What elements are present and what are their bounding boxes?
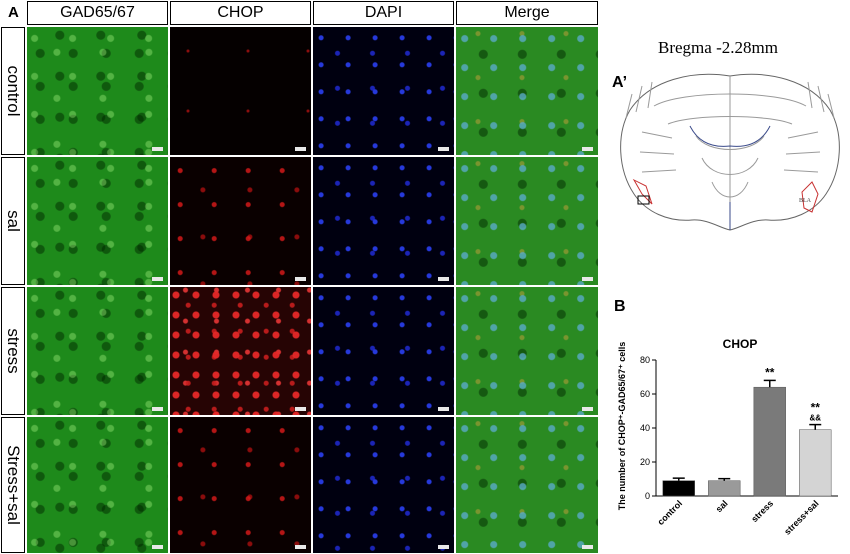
y-tick-label: 60 <box>640 389 650 399</box>
column-header-gad: GAD65/67 <box>27 1 168 25</box>
column-header-dapi: DAPI <box>313 1 454 25</box>
micrograph-control-merge <box>456 27 598 155</box>
significance-marker: ** <box>765 365 775 379</box>
panel-a-prime-letter: A’ <box>612 74 628 91</box>
micrograph-stress-merge <box>456 287 598 415</box>
micrograph-sal-chop <box>170 157 311 285</box>
scale-bar <box>438 277 449 281</box>
chart-title: CHOP <box>723 337 758 351</box>
scale-bar <box>582 545 593 549</box>
x-tick-label: control <box>656 498 685 527</box>
micrograph-control-dapi <box>313 27 454 155</box>
scale-bar <box>438 407 449 411</box>
bar <box>753 386 786 497</box>
scale-bar <box>295 545 306 549</box>
micrograph-sal-dapi <box>313 157 454 285</box>
bar <box>662 480 695 497</box>
x-tick-label: stress <box>749 498 775 524</box>
y-tick-label: 0 <box>645 491 650 501</box>
bar <box>799 429 832 497</box>
scale-bar <box>295 277 306 281</box>
scale-bar <box>295 407 306 411</box>
micrograph-stress-dapi <box>313 287 454 415</box>
scale-bar <box>152 147 163 151</box>
micrograph-stress-sal-chop <box>170 417 311 553</box>
scale-bar <box>295 147 306 151</box>
row-label-sal: sal <box>1 157 25 285</box>
scale-bar <box>438 147 449 151</box>
y-tick-label: 40 <box>640 423 650 433</box>
x-tick-label: stress+sal <box>782 498 820 536</box>
bla-label: BLA <box>799 198 812 204</box>
significance-marker: && <box>809 414 821 423</box>
scale-bar <box>582 147 593 151</box>
micrograph-stress-sal-dapi <box>313 417 454 553</box>
atlas-title: Bregma -2.28mm <box>658 38 778 57</box>
micrograph-sal-gad <box>27 157 168 285</box>
panel-a-letter: A <box>8 4 19 21</box>
micrograph-stress-sal-gad <box>27 417 168 553</box>
scale-bar <box>152 407 163 411</box>
y-tick-label: 80 <box>640 355 650 365</box>
panel-b-letter: B <box>614 298 626 315</box>
row-label-control: control <box>1 27 25 155</box>
scale-bar <box>152 277 163 281</box>
brain-atlas-diagram: BLA <box>620 73 840 231</box>
column-header-merge: Merge <box>456 1 598 25</box>
micrograph-sal-merge <box>456 157 598 285</box>
scale-bar <box>582 277 593 281</box>
micrograph-stress-chop <box>170 287 311 415</box>
micrograph-stress-gad <box>27 287 168 415</box>
x-tick-label: sal <box>714 498 730 514</box>
bar <box>708 480 741 497</box>
row-label-stress: stress <box>1 287 25 415</box>
scale-bar <box>582 407 593 411</box>
micrograph-stress-sal-merge <box>456 417 598 553</box>
scale-bar <box>152 545 163 549</box>
micrograph-control-chop <box>170 27 311 155</box>
scale-bar <box>438 545 449 549</box>
chop-bar-chart: CHOP The number of CHOP⁺-GAD65/67⁺ cells… <box>617 337 838 537</box>
chart-y-axis-label: The number of CHOP⁺-GAD65/67⁺ cells <box>617 342 627 511</box>
y-tick-label: 20 <box>640 457 650 467</box>
column-header-chop: CHOP <box>170 1 311 25</box>
micrograph-control-gad <box>27 27 168 155</box>
row-label-stress-sal: Stress+sal <box>1 417 25 553</box>
significance-marker: ** <box>811 401 821 415</box>
